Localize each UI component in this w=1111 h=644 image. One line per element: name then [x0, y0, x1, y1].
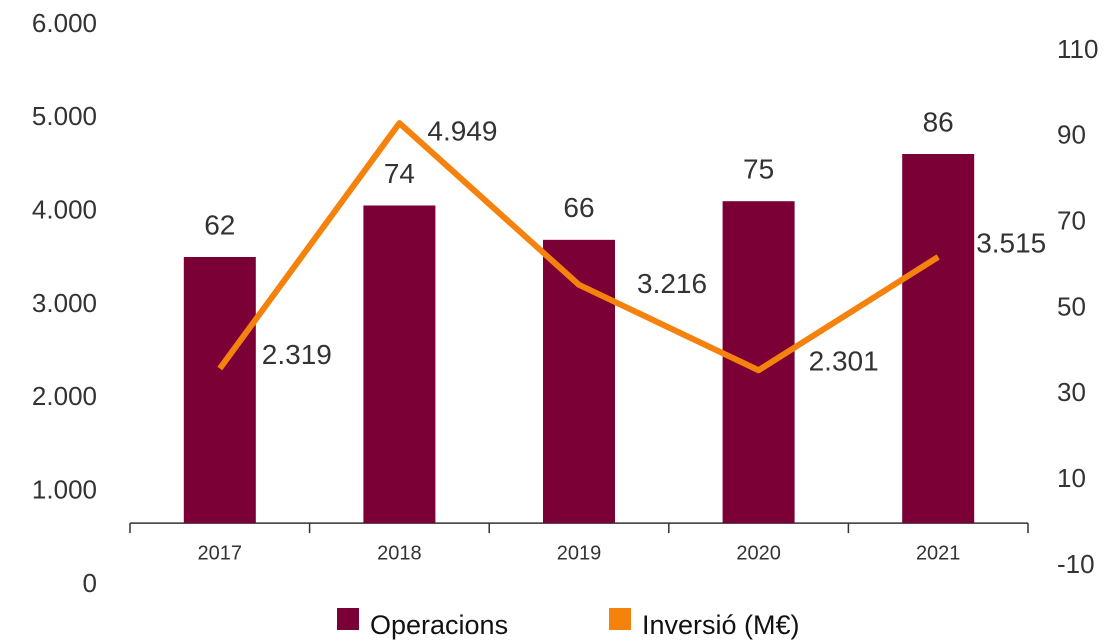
line-value-label: 3.216: [637, 268, 707, 299]
y-tick-label: 2.000: [32, 381, 97, 411]
bar-value-label: 75: [743, 154, 774, 185]
y2-tick-label: 110: [1057, 34, 1098, 64]
line-value-label: 2.301: [809, 346, 879, 377]
bar: [363, 205, 436, 524]
y2-tick-label: 30: [1057, 377, 1086, 407]
y-tick-label: 4.000: [32, 195, 97, 225]
y2-tick-label: 10: [1057, 463, 1086, 493]
bar-value-label: 86: [923, 106, 954, 137]
y-tick-label: 1.000: [32, 475, 97, 505]
bar: [722, 201, 795, 524]
line-value-label: 2.319: [262, 339, 332, 370]
x-tick-label: 2017: [198, 542, 243, 564]
bar-value-label: 74: [384, 158, 415, 189]
x-tick-label: 2018: [377, 542, 422, 564]
y-tick-label: 5.000: [32, 101, 97, 131]
bar: [183, 257, 256, 524]
line: [217, 120, 940, 374]
legend-swatch: [337, 608, 359, 630]
bar-value-label: 66: [563, 192, 594, 223]
line-value-label: 3.515: [976, 227, 1046, 258]
x-tick-label: 2021: [916, 542, 961, 564]
legend-label: Operacions: [370, 610, 508, 640]
y2-tick-label: -10: [1057, 549, 1095, 579]
y-tick-label: 3.000: [32, 288, 97, 318]
bar: [902, 154, 975, 524]
x-tick-label: 2020: [736, 542, 781, 564]
line-value-label: 4.949: [427, 115, 497, 146]
bar-value-label: 62: [204, 209, 235, 240]
y2-tick-label: 50: [1057, 291, 1086, 321]
y-tick-label: 0: [83, 568, 97, 598]
y2-tick-label: 70: [1057, 206, 1086, 236]
x-tick-label: 2019: [557, 542, 602, 564]
legend-swatch: [609, 608, 631, 630]
legend-label: Inversió (M€): [642, 610, 800, 640]
y2-tick-label: 90: [1057, 120, 1086, 150]
y-tick-label: 6.000: [32, 8, 97, 38]
